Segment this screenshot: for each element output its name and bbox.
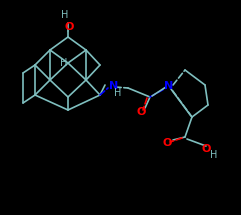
Text: O: O xyxy=(162,138,172,148)
Text: H: H xyxy=(210,150,218,160)
Text: H: H xyxy=(60,58,68,68)
Text: O: O xyxy=(64,22,74,32)
Text: H: H xyxy=(114,88,121,98)
Text: N: N xyxy=(164,81,174,91)
Text: N: N xyxy=(109,81,118,91)
Text: O: O xyxy=(136,107,146,117)
Text: O: O xyxy=(201,144,211,154)
Text: H: H xyxy=(61,10,69,20)
